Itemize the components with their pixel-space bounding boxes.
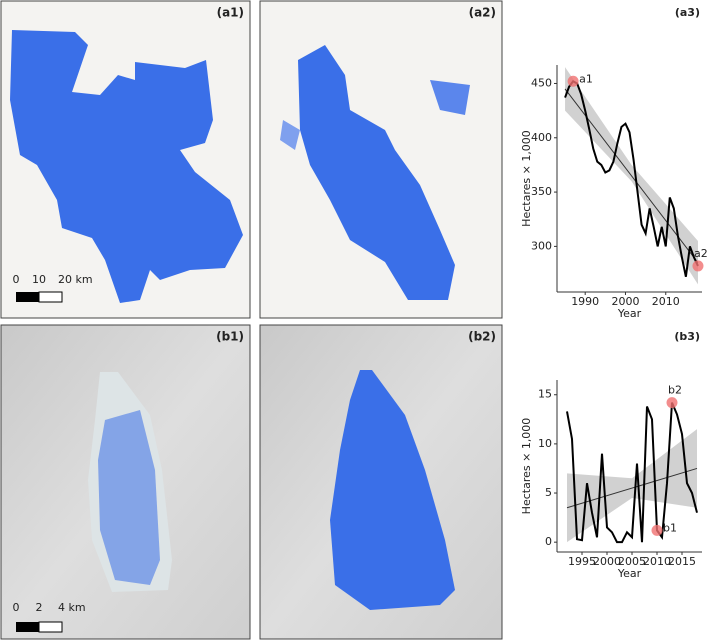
map-b1: (b1) 0 2 4 km [0,324,251,640]
scale-label: 10 [32,273,46,286]
lake [298,45,455,300]
data-line [566,402,698,544]
x-tick-label: 2015 [668,555,696,568]
scale-label: 0 [13,273,20,286]
scale-bar [16,292,39,302]
lake [280,120,300,150]
highlight-point [567,75,579,87]
annotation: b1 [663,521,677,534]
map-a1: (a1) 0 10 20 km [0,0,251,319]
annotation: a2 [694,247,708,260]
confidence-band [567,429,697,543]
scale-label: 2 [36,601,43,614]
scale-label: 20 km [58,273,93,286]
scale-bar [16,622,39,632]
scale-label: 0 [13,601,20,614]
lake [330,370,455,610]
x-tick-label: 2000 [593,555,621,568]
y-tick-label: 15 [538,388,552,401]
y-tick-label: 350 [531,185,552,198]
panel-label: (a2) [469,6,496,20]
x-tick-label: 2000 [611,295,639,308]
x-tick-label: 2005 [618,555,646,568]
annotation: b2 [668,384,682,397]
x-tick-label: 1990 [571,295,599,308]
trend-line [566,467,698,509]
lake [430,80,470,115]
y-tick-label: 400 [531,131,552,144]
water [98,410,160,585]
x-axis-label: Year [617,567,642,580]
panel-label: (a1) [217,6,244,20]
x-tick-label: 2010 [652,295,680,308]
scale-bar [38,291,63,303]
lake [10,30,243,303]
panel-label: (b2) [468,330,496,344]
scale-bar [38,621,63,633]
chart-title: (a3) [675,6,700,19]
annotation: a1 [579,72,593,85]
panel-label: (b1) [216,330,244,344]
x-tick-label: 2010 [643,555,671,568]
highlight-point [692,260,704,272]
y-axis-label: Hectares × 1,000 [520,418,533,515]
y-tick-label: 450 [531,76,552,89]
highlight-point [666,397,678,409]
y-tick-label: 10 [538,437,552,450]
y-tick-label: 0 [545,535,552,548]
data-line [564,80,699,277]
map-a2: (a2) [259,0,503,319]
y-tick-label: 5 [545,486,552,499]
y-tick-label: 300 [531,239,552,252]
highlight-point [651,524,663,536]
chart-title: (b3) [674,330,700,343]
y-axis-label: Hectares × 1,000 [520,130,533,227]
x-axis-label: Year [617,307,642,320]
scale-label: 4 km [58,601,86,614]
x-tick-label: 1995 [568,555,596,568]
map-b2: (b2) [259,324,503,640]
